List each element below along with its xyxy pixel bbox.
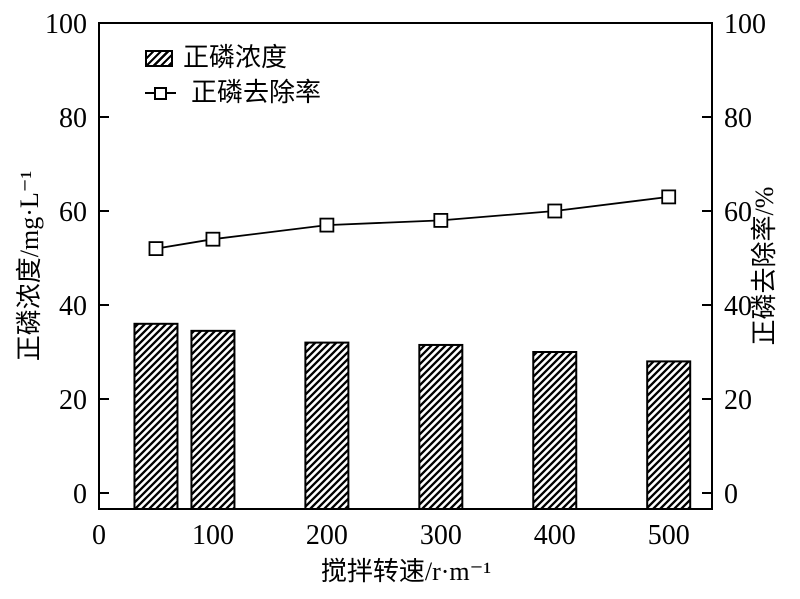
marker-square-100 — [205, 231, 221, 247]
legend-label-removal: 正磷去除率 — [191, 78, 322, 107]
left-tick-label-40: 40 — [59, 291, 87, 322]
right-tick-label-0: 0 — [724, 479, 738, 510]
legend-item-concentration: 正磷浓度 — [145, 44, 321, 72]
line-marker-icon — [145, 86, 181, 100]
right-axis-title: 正磷去除率/% — [750, 186, 779, 346]
legend: 正磷浓度 正磷去除率 — [145, 44, 321, 107]
legend-label-concentration: 正磷浓度 — [183, 43, 288, 72]
x-tick-label-500: 500 — [648, 520, 690, 551]
left-tick-label-0: 0 — [73, 479, 87, 510]
bar-500 — [646, 360, 692, 510]
x-axis-title: 搅拌转速/r·m⁻¹ — [320, 557, 492, 586]
bar-200 — [304, 341, 350, 510]
bar-100 — [190, 329, 236, 510]
marker-square-300 — [433, 212, 449, 228]
left-tick-label-100: 100 — [45, 9, 87, 40]
x-tick-label-200: 200 — [306, 520, 348, 551]
x-tick-label-100: 100 — [192, 520, 234, 551]
plot-frame — [98, 22, 713, 510]
legend-item-removal: 正磷去除率 — [145, 79, 321, 107]
bar-300 — [418, 343, 464, 511]
right-tick-label-40: 40 — [724, 291, 752, 322]
left-tick-label-80: 80 — [59, 103, 87, 134]
right-tick-label-60: 60 — [724, 197, 752, 228]
removal-rate-line — [155, 196, 669, 250]
right-tick-label-100: 100 — [724, 9, 766, 40]
marker-square-50 — [148, 241, 164, 257]
left-tick-label-20: 20 — [59, 385, 87, 416]
x-tick-label-300: 300 — [420, 520, 462, 551]
right-tick-label-80: 80 — [724, 103, 752, 134]
marker-square-200 — [319, 217, 335, 233]
marker-square-500 — [661, 189, 677, 205]
left-tick-label-60: 60 — [59, 197, 87, 228]
hatched-swatch-icon — [145, 49, 173, 67]
bar-50 — [133, 322, 179, 510]
marker-square-400 — [547, 203, 563, 219]
bar-400 — [532, 351, 578, 510]
x-tick-label-0: 0 — [92, 520, 106, 551]
left-axis-title: 正磷浓度/mg·L⁻¹ — [15, 170, 44, 362]
x-tick-label-400: 400 — [534, 520, 576, 551]
right-tick-label-20: 20 — [724, 385, 752, 416]
